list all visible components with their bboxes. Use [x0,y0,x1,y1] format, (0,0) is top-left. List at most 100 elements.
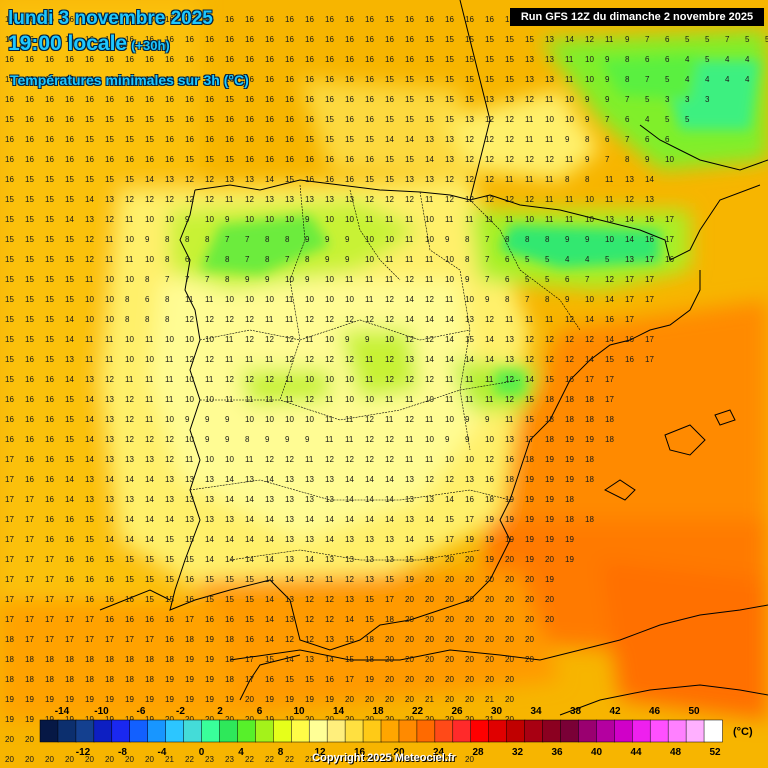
grid-value: 17 [5,615,14,624]
grid-value: 15 [145,115,154,124]
grid-value: 15 [505,35,514,44]
grid-value: 15 [5,255,14,264]
grid-value: 20 [445,575,454,584]
grid-value: 15 [245,575,254,584]
grid-value: 13 [125,455,134,464]
grid-value: 19 [465,535,474,544]
grid-value: 20 [385,655,394,664]
grid-value: 17 [25,635,34,644]
grid-value: 13 [185,495,194,504]
grid-value: 20 [25,735,34,744]
legend-swatch [614,719,634,743]
grid-value: 13 [365,575,374,584]
grid-value: 10 [585,295,594,304]
grid-value: 11 [605,195,614,204]
grid-value: 14 [85,415,94,424]
grid-value: 18 [5,675,14,684]
grid-value: 20 [305,715,314,724]
grid-value: 16 [125,155,134,164]
grid-value: 11 [205,375,214,384]
grid-value: 8 [225,255,230,264]
grid-value: 17 [5,475,14,484]
grid-value: 18 [125,655,134,664]
grid-value: 16 [125,15,134,24]
grid-value: 11 [245,355,254,364]
grid-value: 20 [225,715,234,724]
grid-value: 16 [225,15,234,24]
grid-value: 17 [45,635,54,644]
grid-value: 11 [165,355,174,364]
grid-value: 11 [145,415,154,424]
grid-value: 12 [405,275,414,284]
grid-value: 10 [205,455,214,464]
grid-value: 15 [445,55,454,64]
grid-value: 13 [105,415,114,424]
grid-value: 4 [565,255,570,264]
grid-value: 17 [65,595,74,604]
grid-value: 14 [285,655,294,664]
grid-value: 20 [445,615,454,624]
grid-value: 15 [5,215,14,224]
grid-value: 16 [25,155,34,164]
grid-value: 20 [505,675,514,684]
grid-value: 13 [325,195,334,204]
grid-value: 15 [5,275,14,284]
grid-value: 5 [545,255,550,264]
grid-value: 16 [45,415,54,424]
grid-value: 12 [365,435,374,444]
grid-value: 15 [445,115,454,124]
grid-value: 14 [205,535,214,544]
grid-value: 12 [405,375,414,384]
grid-value: 7 [645,75,650,84]
grid-value: 11 [185,455,194,464]
grid-value: 11 [565,155,574,164]
grid-value: 13 [465,315,474,324]
grid-value: 19 [85,695,94,704]
grid-value: 16 [185,15,194,24]
grid-value: 10 [325,295,334,304]
grid-value: 14 [265,175,274,184]
grid-value: 20 [365,695,374,704]
grid-value: 16 [365,115,374,124]
color-legend: -14 -10 -6 -2 2 6 10 14 18 22 26 30 34 38 42 46 50-12 -8-… [39,706,723,758]
grid-value: 12 [285,635,294,644]
grid-value: 13 [265,195,274,204]
grid-value: 16 [105,595,114,604]
grid-value: 15 [45,315,54,324]
grid-value: 11 [425,275,434,284]
grid-value: 12 [405,415,414,424]
grid-value: 5 [545,275,550,284]
temperature-field-cold [200,55,760,395]
grid-value: 14 [465,355,474,364]
grid-value: 15 [385,175,394,184]
grid-value: 7 [285,255,290,264]
grid-value: 18 [85,675,94,684]
grid-value: 16 [665,255,674,264]
grid-value: 6 [625,115,630,124]
grid-value: 16 [305,15,314,24]
grid-value: 13 [405,175,414,184]
grid-value: 17 [5,575,14,584]
grid-value: 9 [265,275,270,284]
grid-value: 14 [245,555,254,564]
grid-value: 10 [265,295,274,304]
grid-value: 15 [445,75,454,84]
grid-value: 15 [425,35,434,44]
legend-bottom-label: -4 [158,747,167,758]
grid-value: 16 [105,15,114,24]
grid-value: 10 [245,295,254,304]
grid-value: 16 [105,615,114,624]
grid-value: 16 [245,15,254,24]
legend-swatch [201,719,221,743]
grid-value: 18 [145,655,154,664]
grid-value: 9 [225,435,230,444]
grid-value: 13 [625,175,634,184]
grid-value: 16 [445,15,454,24]
grid-value: 16 [45,495,54,504]
grid-value: 13 [105,455,114,464]
grid-value: 19 [305,695,314,704]
grid-value: 16 [5,415,14,424]
grid-value: 16 [145,155,154,164]
grid-value: 11 [285,375,294,384]
grid-value: 5 [665,75,670,84]
